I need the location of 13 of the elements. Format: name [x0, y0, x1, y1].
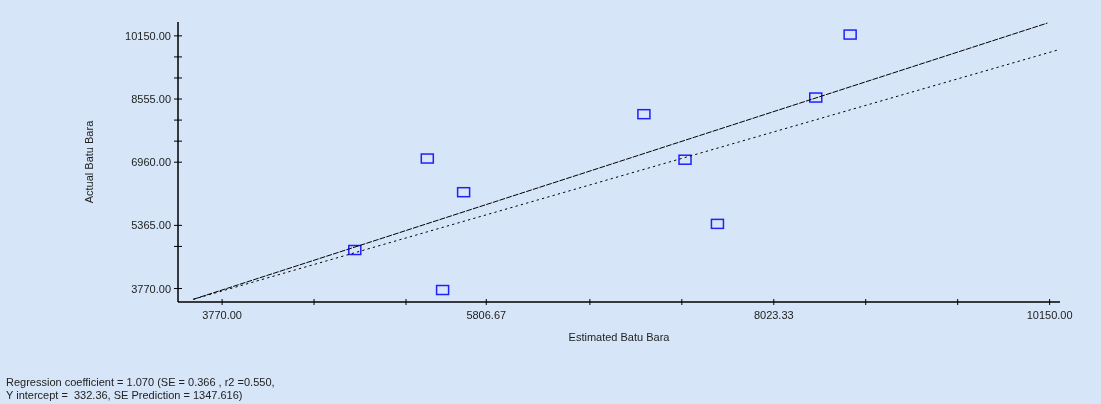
x-tick-label: 3770.00 — [202, 309, 242, 321]
y-axis-title: Actual Batu Bara — [83, 119, 95, 204]
text: Y intercept = 332.36, SE Prediction = 1347.616) — [6, 389, 243, 401]
y-tick-label: 6960.00 — [131, 156, 171, 169]
x-tick-label: 10150.00 — [1026, 309, 1073, 321]
x-tick-label: 8023.33 — [753, 309, 794, 321]
y-tick-label: 5365.00 — [131, 219, 171, 232]
y-tick-label: 8555.00 — [131, 93, 171, 106]
x-tick-label: 5806.67 — [466, 309, 507, 321]
x-axis-title: Estimated Batu Bara — [568, 331, 671, 343]
y-tick-label: 10150.00 — [125, 29, 171, 42]
y-tick-label: 3770.00 — [131, 282, 171, 295]
text: Regression coefficient = 1.070 (SE = 0.366 , r2 =0.550, — [6, 376, 275, 388]
